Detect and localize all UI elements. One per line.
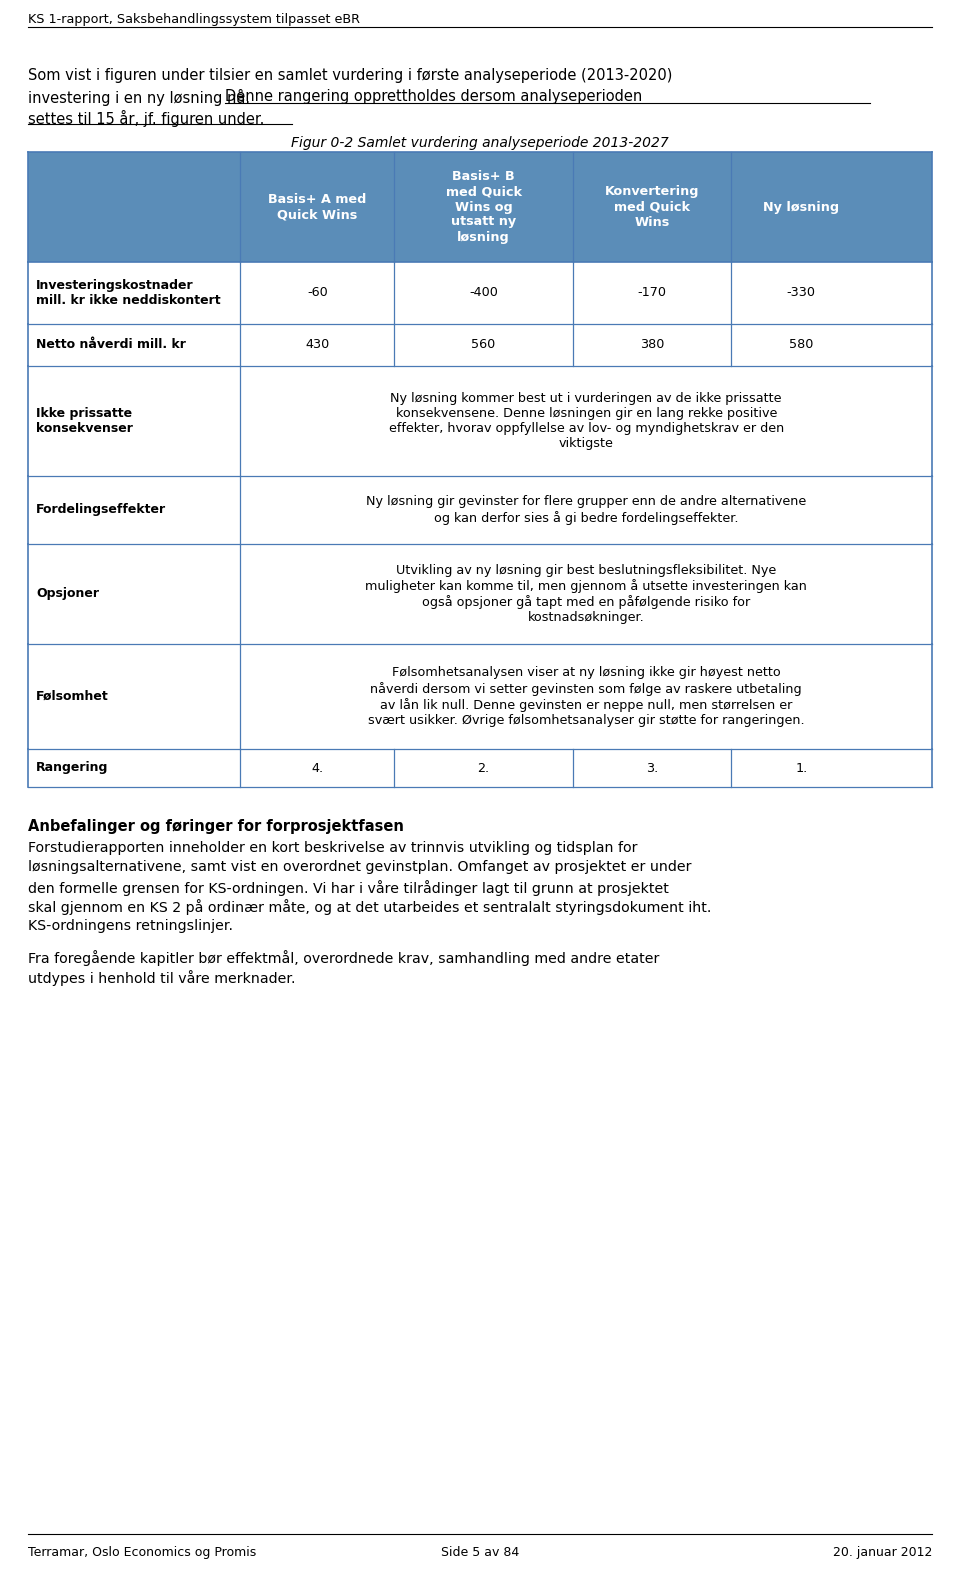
Text: 380: 380 [640, 339, 664, 352]
Text: Ny løsning kommer best ut i vurderingen av de ikke prissatte
konsekvensene. Denn: Ny løsning kommer best ut i vurderingen … [389, 392, 784, 451]
Text: -60: -60 [307, 286, 327, 300]
Text: Utvikling av ny løsning gir best beslutningsfleksibilitet. Nye
muligheter kan ko: Utvikling av ny løsning gir best beslutn… [366, 564, 807, 625]
Text: Investeringskostnader
mill. kr ikke neddiskontert: Investeringskostnader mill. kr ikke nedd… [36, 279, 221, 308]
Text: Ikke prissatte
konsekvenser: Ikke prissatte konsekvenser [36, 407, 132, 435]
Text: Følsomhet: Følsomhet [36, 689, 108, 703]
Text: 1.: 1. [795, 761, 807, 774]
Bar [28, 366, 932, 476]
Text: KS 1-rapport, Saksbehandlingssystem tilpasset eBR: KS 1-rapport, Saksbehandlingssystem tilp… [28, 13, 360, 27]
Bar [28, 152, 932, 262]
Text: Side 5 av 84: Side 5 av 84 [441, 1546, 519, 1559]
Bar [28, 262, 932, 323]
Text: KS-ordningens retningslinjer.: KS-ordningens retningslinjer. [28, 918, 233, 933]
Text: Fra foregående kapitler bør effektmål, overordnede krav, samhandling med andre e: Fra foregående kapitler bør effektmål, o… [28, 950, 660, 967]
Text: Basis+ B
med Quick
Wins og
utsatt ny
løsning: Basis+ B med Quick Wins og utsatt ny løs… [445, 171, 521, 243]
Text: Denne rangering opprettholdes dersom analyseperioden: Denne rangering opprettholdes dersom ana… [225, 89, 642, 104]
Bar [28, 543, 932, 644]
Text: løsningsalternativene, samt vist en overordnet gevinstplan. Omfanget av prosjekt: løsningsalternativene, samt vist en over… [28, 860, 691, 874]
Text: Figur 0-2 Samlet vurdering analyseperiode 2013-2027: Figur 0-2 Samlet vurdering analyseperiod… [291, 137, 669, 151]
Text: Terramar, Oslo Economics og Promis: Terramar, Oslo Economics og Promis [28, 1546, 256, 1559]
Text: settes til 15 år, jf. figuren under.: settes til 15 år, jf. figuren under. [28, 110, 264, 127]
Text: 4.: 4. [311, 761, 324, 774]
Text: utdypes i henhold til våre merknader.: utdypes i henhold til våre merknader. [28, 970, 296, 986]
Text: 430: 430 [305, 339, 329, 352]
Text: 3.: 3. [646, 761, 659, 774]
Text: Følsomhetsanalysen viser at ny løsning ikke gir høyest netto
nåverdi dersom vi s: Følsomhetsanalysen viser at ny løsning i… [368, 666, 804, 727]
Text: 580: 580 [789, 339, 813, 352]
Text: -400: -400 [469, 286, 498, 300]
Text: 2.: 2. [477, 761, 490, 774]
Text: Netto nåverdi mill. kr: Netto nåverdi mill. kr [36, 339, 186, 352]
Text: Basis+ A med
Quick Wins: Basis+ A med Quick Wins [268, 193, 367, 221]
Text: Ny løsning gir gevinster for flere grupper enn de andre alternativene
og kan der: Ny løsning gir gevinster for flere grupp… [366, 496, 806, 524]
Text: investering i en ny løsning nå.: investering i en ny løsning nå. [28, 89, 254, 107]
Bar [28, 749, 932, 787]
Bar [28, 644, 932, 749]
Text: Fordelingseffekter: Fordelingseffekter [36, 504, 166, 517]
Text: -170: -170 [637, 286, 666, 300]
Text: -330: -330 [787, 286, 816, 300]
Text: Forstudierapporten inneholder en kort beskrivelse av trinnvis utvikling og tidsp: Forstudierapporten inneholder en kort be… [28, 842, 637, 856]
Text: Konvertering
med Quick
Wins: Konvertering med Quick Wins [605, 185, 700, 229]
Text: 560: 560 [471, 339, 495, 352]
Text: Ny løsning: Ny løsning [763, 201, 839, 214]
Text: Rangering: Rangering [36, 761, 108, 774]
Bar [28, 476, 932, 543]
Text: 20. januar 2012: 20. januar 2012 [832, 1546, 932, 1559]
Text: Anbefalinger og føringer for forprosjektfasen: Anbefalinger og føringer for forprosjekt… [28, 820, 404, 834]
Text: den formelle grensen for KS-ordningen. Vi har i våre tilrådinger lagt til grunn : den formelle grensen for KS-ordningen. V… [28, 881, 669, 896]
Bar [28, 323, 932, 366]
Text: skal gjennom en KS 2 på ordinær måte, og at det utarbeides et sentralalt styring: skal gjennom en KS 2 på ordinær måte, og… [28, 900, 711, 915]
Text: Opsjoner: Opsjoner [36, 587, 99, 600]
Text: Som vist i figuren under tilsier en samlet vurdering i første analyseperiode (20: Som vist i figuren under tilsier en saml… [28, 68, 672, 83]
